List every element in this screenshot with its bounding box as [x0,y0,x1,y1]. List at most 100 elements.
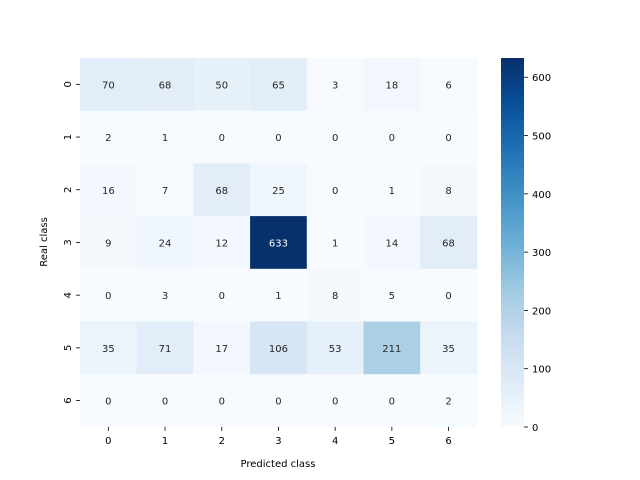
y-tick-label-1: 1 [63,134,74,140]
heatmap-cell-2-4 [306,163,364,217]
cell-value-label-4-4: 8 [332,291,338,302]
cell-value-label-0-3: 65 [272,80,285,91]
y-tick-label-6: 6 [63,397,74,403]
heatmap-cell-0-6 [420,58,478,112]
cell-value-label-0-2: 50 [215,80,228,91]
cell-value-label-4-0: 0 [105,291,111,302]
heatmap-cell-3-6 [420,216,478,270]
cell-value-label-2-3: 25 [272,186,285,197]
cell-value-label-5-1: 71 [159,344,172,355]
heatmap-cell-4-2 [193,268,251,322]
colorbar-tick-label-6: 600 [532,73,551,84]
heatmap-cell-4-4 [306,268,364,322]
cell-value-label-2-6: 8 [445,186,451,197]
heatmap-cell-4-0 [80,268,138,322]
y-tick-label-0: 0 [63,81,74,87]
heatmap-cell-5-1 [136,321,194,375]
cell-value-label-3-1: 24 [159,238,172,249]
colorbar-tick-label-0: 0 [532,423,538,434]
y-tick-label-4: 4 [63,292,74,298]
cell-value-label-0-0: 70 [102,80,115,91]
heatmap-cell-1-3 [250,110,308,164]
heatmap-cell-3-1 [136,216,194,270]
cell-value-label-6-2: 0 [219,397,225,408]
heatmap-cell-2-1 [136,163,194,217]
heatmap-cell-1-1 [136,110,194,164]
cell-value-label-2-5: 1 [389,186,395,197]
heatmap-cell-5-5 [363,321,421,375]
cell-value-label-0-4: 3 [332,80,338,91]
cell-value-label-3-3: 633 [269,238,288,249]
heatmap-cell-5-2 [193,321,251,375]
heatmap-cell-1-4 [306,110,364,164]
x-tick-label-0: 0 [105,436,111,447]
y-tick-label-5: 5 [63,345,74,351]
cell-value-label-4-2: 0 [219,291,225,302]
x-tick-label-2: 2 [219,436,225,447]
heatmap-cell-0-5 [363,58,421,112]
colorbar-tick-label-5: 500 [532,132,551,143]
cell-value-label-6-4: 0 [332,397,338,408]
heatmap-cell-2-2 [193,163,251,217]
cell-value-label-2-2: 68 [215,186,228,197]
heatmap-cell-1-0 [80,110,138,164]
colorbar-tick-label-4: 400 [532,190,551,201]
cell-value-label-1-4: 0 [332,133,338,144]
cell-value-label-1-6: 0 [445,133,451,144]
cell-value-label-2-0: 16 [102,186,115,197]
cell-value-label-5-3: 106 [269,344,288,355]
cell-value-label-3-5: 14 [385,238,398,249]
y-tick-label-2: 2 [63,187,74,193]
cell-value-label-4-3: 1 [275,291,281,302]
heatmap-cell-6-3 [250,374,308,428]
heatmap-cell-4-1 [136,268,194,322]
heatmap-cell-0-4 [306,58,364,112]
cell-value-label-0-5: 18 [385,80,398,91]
cell-value-label-6-3: 0 [275,397,281,408]
heatmap-cell-0-2 [193,58,251,112]
colorbar-ticks: 0 100 200 300 400 500 600 [524,73,551,434]
heatmap-cell-6-0 [80,374,138,428]
x-tick-label-6: 6 [445,436,451,447]
cell-value-label-1-3: 0 [275,133,281,144]
cell-value-label-3-6: 68 [442,238,455,249]
cell-value-label-3-0: 9 [105,238,111,249]
cell-value-label-6-6: 2 [445,397,451,408]
cell-value-label-5-4: 53 [329,344,342,355]
heatmap-cell-5-4 [306,321,364,375]
cell-value-label-5-6: 35 [442,344,455,355]
cell-value-label-4-6: 0 [445,291,451,302]
colorbar-tick-label-3: 300 [532,248,551,259]
heatmap-cell-2-3 [250,163,308,217]
colorbar-tick-label-1: 100 [532,365,551,376]
heatmap-cell-3-0 [80,216,138,270]
heatmap-cell-2-6 [420,163,478,217]
heatmap-cell-4-3 [250,268,308,322]
y-tick-label-3: 3 [63,239,74,245]
heatmap-cell-0-1 [136,58,194,112]
heatmap-cell-2-0 [80,163,138,217]
cell-value-label-5-2: 17 [215,344,228,355]
y-axis-ticks: 0 1 2 3 4 5 6 [63,81,80,404]
heatmap-cell-4-6 [420,268,478,322]
x-axis-ticks: 0 1 2 3 4 5 6 [105,426,452,447]
heatmap-cell-3-5 [363,216,421,270]
heatmap-cell-6-4 [306,374,364,428]
heatmap-cell-3-2 [193,216,251,270]
cell-value-label-2-4: 0 [332,186,338,197]
heatmap-cell-1-2 [193,110,251,164]
x-axis-label: Predicted class [241,459,316,470]
cell-value-label-1-1: 1 [162,133,168,144]
heatmap-cell-2-5 [363,163,421,217]
cell-value-label-0-6: 6 [445,80,451,91]
heatmap-cells [80,58,478,428]
cell-value-label-6-1: 0 [162,397,168,408]
heatmap-cell-5-3 [250,321,308,375]
x-tick-label-4: 4 [332,436,338,447]
cell-value-label-3-4: 1 [332,238,338,249]
heatmap-cell-6-5 [363,374,421,428]
cell-value-label-1-2: 0 [219,133,225,144]
cell-value-label-1-0: 2 [105,133,111,144]
heatmap-cell-6-6 [420,374,478,428]
